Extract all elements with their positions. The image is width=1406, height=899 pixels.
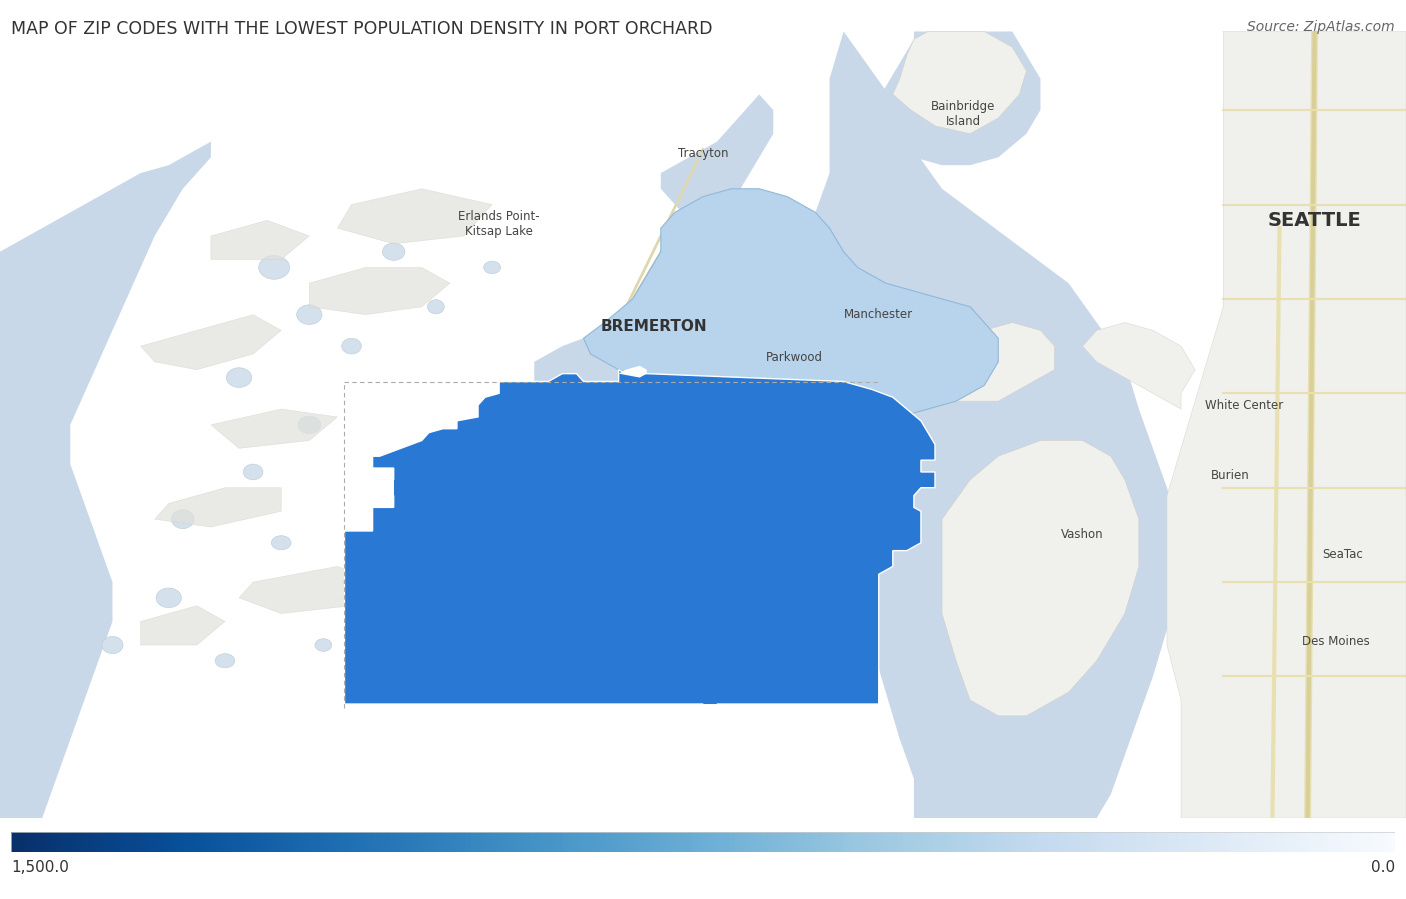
Ellipse shape [342,338,361,354]
Polygon shape [914,323,1054,401]
Ellipse shape [103,636,124,654]
Ellipse shape [226,368,252,387]
Polygon shape [893,31,1026,134]
Text: SEATTLE: SEATTLE [1268,210,1361,230]
Polygon shape [534,315,886,464]
Text: BREMERTON: BREMERTON [600,319,707,334]
Ellipse shape [298,416,321,433]
Polygon shape [787,31,1181,818]
Text: Tracyton: Tracyton [678,147,728,160]
Polygon shape [211,220,309,260]
Polygon shape [344,369,935,724]
FancyBboxPatch shape [0,31,1406,818]
Text: 1,500.0: 1,500.0 [11,860,69,876]
Text: Des Moines: Des Moines [1302,635,1369,647]
Polygon shape [619,366,647,378]
Polygon shape [155,487,281,527]
Polygon shape [0,142,211,818]
Polygon shape [703,704,724,727]
Polygon shape [337,189,492,244]
Polygon shape [583,189,998,425]
Text: Erlands Point-
Kitsap Lake: Erlands Point- Kitsap Lake [458,210,540,238]
Polygon shape [1167,31,1406,818]
Text: Manchester: Manchester [844,308,914,321]
Ellipse shape [427,299,444,314]
Polygon shape [942,441,1139,716]
Text: Source: ZipAtlas.com: Source: ZipAtlas.com [1247,20,1395,34]
Polygon shape [858,31,1040,165]
Text: 0.0: 0.0 [1371,860,1395,876]
Polygon shape [661,94,773,236]
Ellipse shape [297,305,322,325]
Ellipse shape [259,255,290,280]
Polygon shape [1083,323,1195,409]
Polygon shape [141,315,281,369]
Ellipse shape [315,638,332,651]
Ellipse shape [271,536,291,550]
Text: Vashon: Vashon [1062,529,1104,541]
Ellipse shape [215,654,235,668]
Ellipse shape [172,510,194,529]
Text: Bainbridge
Island: Bainbridge Island [931,100,995,128]
Ellipse shape [243,464,263,480]
Ellipse shape [343,576,360,589]
Ellipse shape [382,243,405,261]
Polygon shape [309,268,450,315]
Text: White Center: White Center [1205,398,1284,412]
Text: MAP OF ZIP CODES WITH THE LOWEST POPULATION DENSITY IN PORT ORCHARD: MAP OF ZIP CODES WITH THE LOWEST POPULAT… [11,20,713,38]
Ellipse shape [484,262,501,274]
Text: SeaTac: SeaTac [1323,548,1362,561]
Text: Parkwood: Parkwood [766,352,823,364]
Text: Burien: Burien [1211,469,1250,483]
Polygon shape [141,606,225,645]
Ellipse shape [156,588,181,608]
Polygon shape [239,566,380,613]
Polygon shape [211,409,337,449]
Polygon shape [373,480,394,507]
